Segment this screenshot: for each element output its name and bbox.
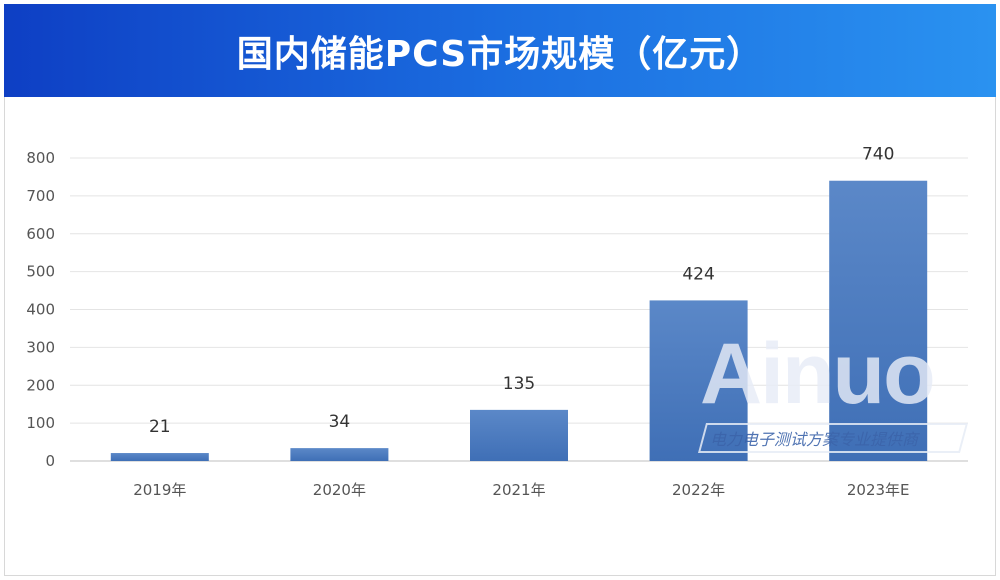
y-tick-label: 700 xyxy=(26,187,55,205)
y-tick-label: 400 xyxy=(26,301,55,319)
y-tick-label: 800 xyxy=(26,149,55,167)
x-tick-label: 2021年 xyxy=(492,481,545,499)
x-tick-label: 2019年 xyxy=(133,481,186,499)
y-tick-label: 500 xyxy=(26,263,55,281)
y-tick-label: 600 xyxy=(26,225,55,243)
y-tick-label: 200 xyxy=(26,376,55,394)
data-label: 34 xyxy=(329,412,351,432)
y-tick-label: 100 xyxy=(26,414,55,432)
data-label: 424 xyxy=(682,264,714,284)
data-label: 135 xyxy=(503,374,535,394)
bar-2019年 xyxy=(110,453,209,461)
bar-2023年E xyxy=(829,180,928,461)
x-tick-label: 2020年 xyxy=(313,481,366,499)
y-tick-label: 0 xyxy=(45,452,55,470)
chart-header: 国内储能PCS市场规模（亿元） xyxy=(4,4,996,97)
bar-2021年 xyxy=(470,409,568,461)
bar-2020年 xyxy=(290,448,389,461)
y-tick-label: 300 xyxy=(26,338,55,356)
chart-title: 国内储能PCS市场规模（亿元） xyxy=(236,33,764,75)
x-tick-label: 2022年 xyxy=(672,481,725,499)
bar-2022年 xyxy=(649,300,748,461)
chart-frame xyxy=(4,97,996,576)
data-label: 740 xyxy=(862,145,894,165)
x-tick-label: 2023年E xyxy=(847,481,910,499)
data-label: 21 xyxy=(149,417,171,437)
